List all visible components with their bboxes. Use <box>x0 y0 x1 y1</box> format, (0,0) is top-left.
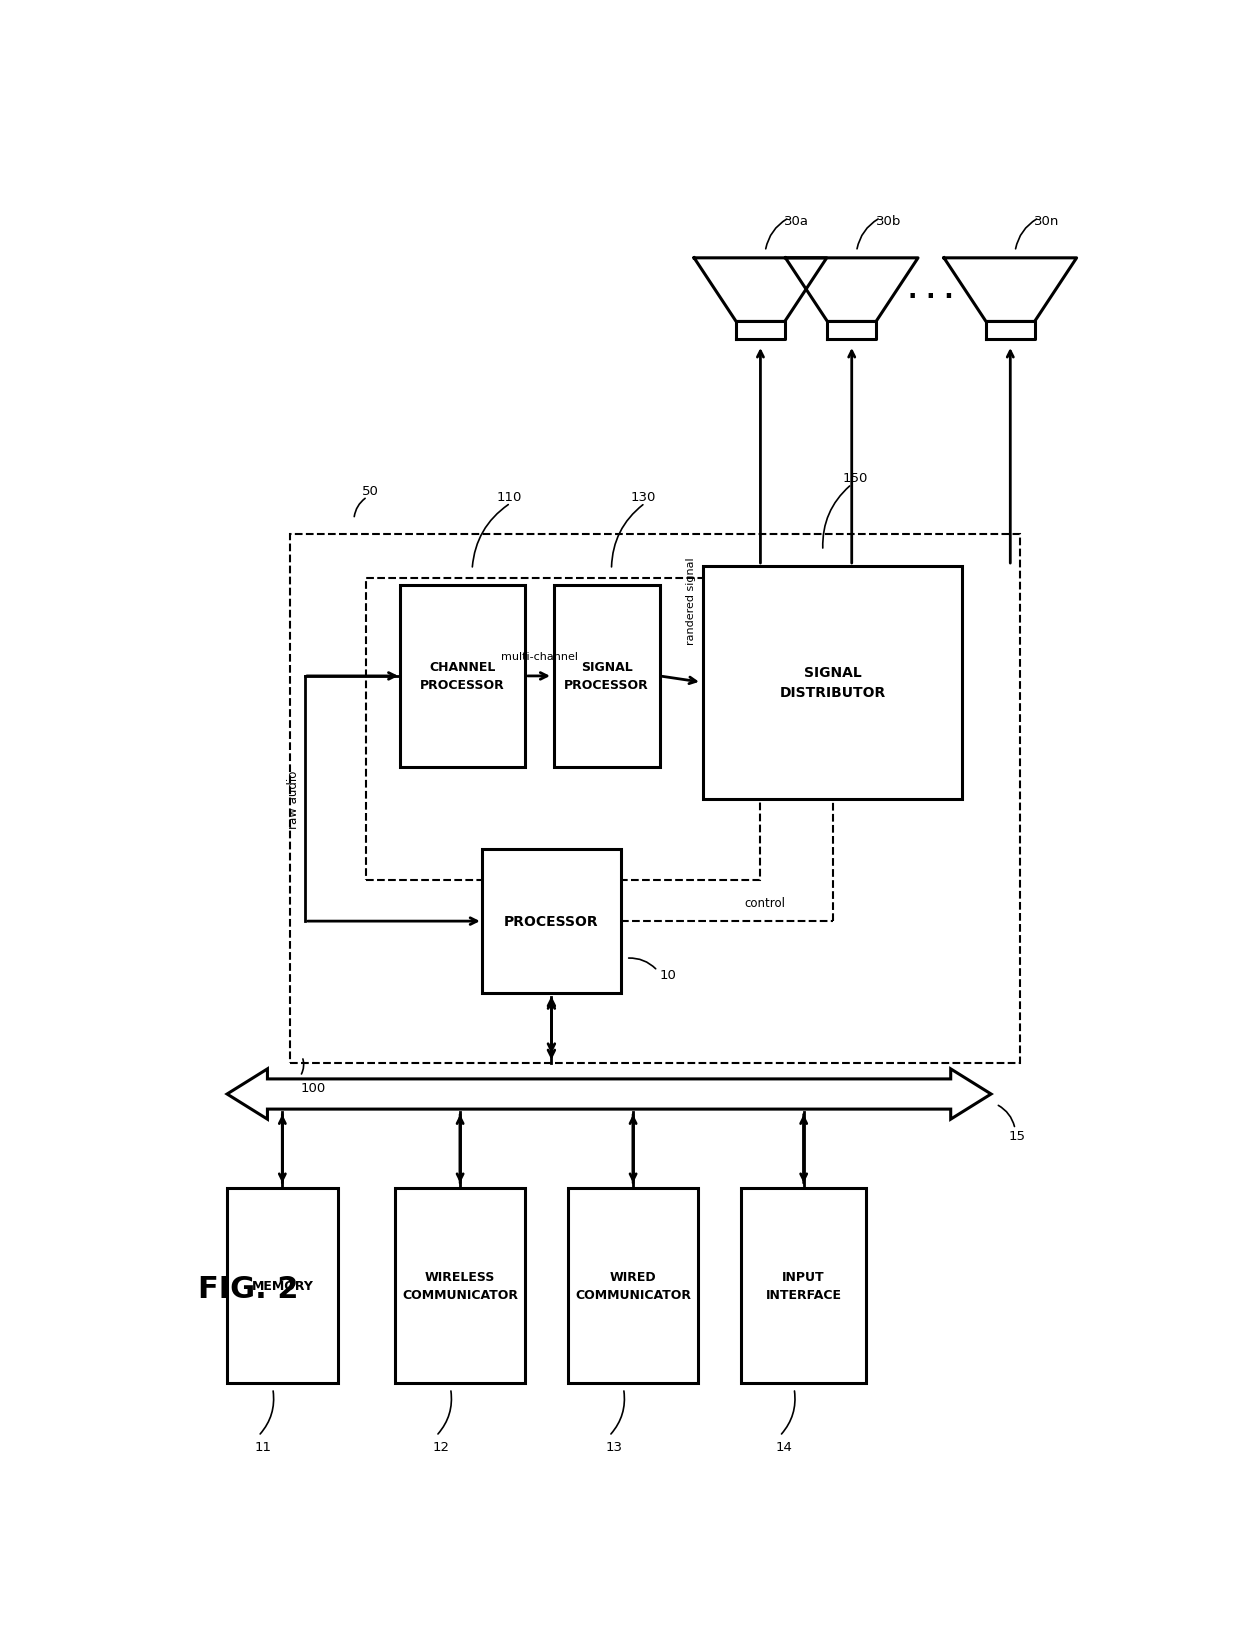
Bar <box>396 1188 525 1384</box>
Bar <box>554 586 660 767</box>
Text: · · ·: · · · <box>908 284 954 308</box>
Polygon shape <box>227 1069 991 1120</box>
Text: MEMORY: MEMORY <box>252 1279 314 1293</box>
Bar <box>742 1188 867 1384</box>
Text: raw audio: raw audio <box>286 770 300 827</box>
Polygon shape <box>944 258 1076 322</box>
Text: WIRED
COMMUNICATOR: WIRED COMMUNICATOR <box>575 1270 691 1301</box>
Text: 30n: 30n <box>1034 215 1060 228</box>
Text: WIRELESS
COMMUNICATOR: WIRELESS COMMUNICATOR <box>402 1270 518 1301</box>
Polygon shape <box>785 258 918 322</box>
Text: 110: 110 <box>496 491 522 504</box>
Text: INPUT
INTERFACE: INPUT INTERFACE <box>765 1270 842 1301</box>
Text: 12: 12 <box>433 1439 449 1452</box>
Polygon shape <box>986 322 1034 339</box>
Text: 15: 15 <box>1008 1129 1025 1142</box>
Bar <box>367 579 760 881</box>
Polygon shape <box>694 258 827 322</box>
Polygon shape <box>737 322 785 339</box>
Text: 10: 10 <box>660 968 676 981</box>
Text: 150: 150 <box>842 472 868 485</box>
Text: 11: 11 <box>254 1439 272 1452</box>
Text: PROCESSOR: PROCESSOR <box>505 914 599 929</box>
Text: 30a: 30a <box>785 215 810 228</box>
Bar <box>703 566 962 800</box>
Bar <box>290 535 1021 1062</box>
Text: SIGNAL
DISTRIBUTOR: SIGNAL DISTRIBUTOR <box>780 666 885 700</box>
Text: 13: 13 <box>605 1439 622 1452</box>
Text: CHANNEL
PROCESSOR: CHANNEL PROCESSOR <box>420 661 505 692</box>
Text: 100: 100 <box>300 1082 325 1095</box>
Bar <box>568 1188 698 1384</box>
Text: SIGNAL
PROCESSOR: SIGNAL PROCESSOR <box>564 661 649 692</box>
Polygon shape <box>827 322 875 339</box>
Text: 130: 130 <box>631 491 656 504</box>
Bar <box>401 586 525 767</box>
Text: 50: 50 <box>362 485 378 498</box>
Text: 30b: 30b <box>875 215 901 228</box>
Bar <box>227 1188 337 1384</box>
Text: multi-channel: multi-channel <box>501 651 578 661</box>
Text: control: control <box>745 896 786 909</box>
Text: randered signal: randered signal <box>686 558 696 645</box>
Bar <box>481 849 621 994</box>
Text: FIG. 2: FIG. 2 <box>198 1275 299 1304</box>
Text: 14: 14 <box>776 1439 792 1452</box>
